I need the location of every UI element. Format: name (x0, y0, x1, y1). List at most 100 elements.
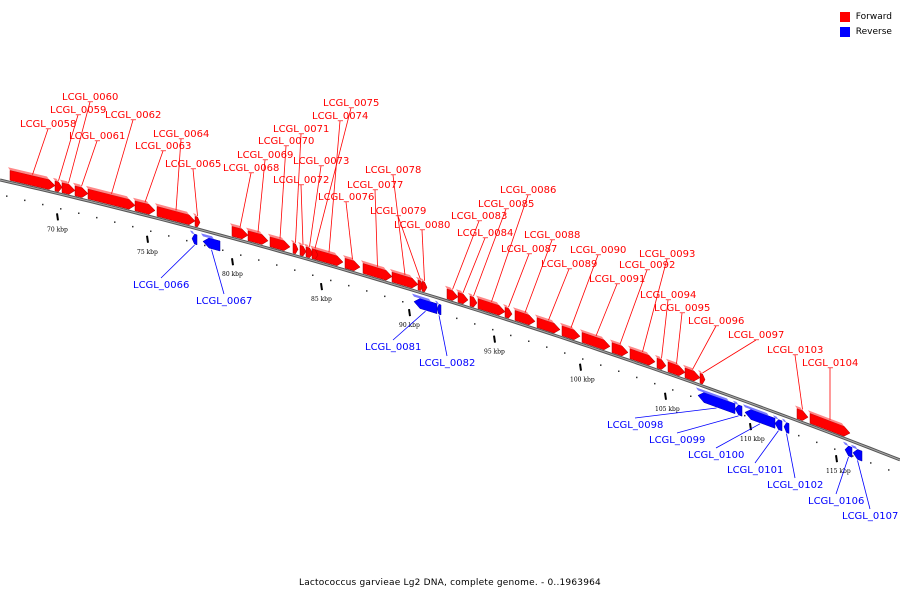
gene-arrow-lcgl_0068 (231, 225, 249, 240)
gene-arrow-lcgl_0100 (744, 409, 776, 429)
gene-leader-line (279, 145, 287, 239)
minor-tick (834, 448, 836, 450)
major-tick (56, 213, 59, 221)
gene-label: LCGL_0090 (570, 245, 626, 256)
gene-arrow-lcgl_0077 (362, 262, 393, 281)
gene-arrow-lcgl_0082 (436, 303, 442, 316)
gene-label: LCGL_0065 (165, 159, 221, 170)
minor-tick (402, 301, 404, 303)
gene-leader-line (570, 254, 599, 328)
gene-arrow-lcgl_0106 (844, 445, 853, 458)
gene-leader-line (835, 456, 849, 495)
gene-leader-line (508, 253, 530, 308)
gene-leader-line (473, 208, 507, 297)
minor-tick (582, 358, 584, 360)
minor-tick (276, 264, 278, 266)
gene-label: LCGL_0098 (607, 420, 663, 431)
gene-leader-line (548, 268, 570, 321)
gene-top-face (73, 182, 82, 188)
gene-top-face (456, 289, 463, 294)
gene-arrow-lcgl_0067 (202, 237, 221, 252)
gene-label: LCGL_0073 (293, 156, 349, 167)
major-tick (835, 455, 838, 463)
gene-label: LCGL_0104 (802, 358, 858, 369)
gene-top-face (445, 285, 453, 291)
gene-arrow-lcgl_0099 (734, 404, 743, 417)
gene-leader-line (452, 220, 480, 290)
minor-tick (816, 441, 818, 444)
gene-label: LCGL_0072 (273, 175, 329, 186)
gene-arrow-lcgl_0103 (796, 408, 809, 421)
gene-leader-line (239, 172, 252, 228)
reverse-swatch (839, 26, 850, 37)
minor-tick (654, 382, 656, 385)
gene-top-face (313, 246, 337, 256)
gene-arrow-lcgl_0097 (699, 372, 706, 385)
gene-top-face (201, 233, 214, 240)
gene-top-face (696, 387, 729, 402)
gene-top-face (666, 358, 679, 366)
gene-arrow-lcgl_0084 (457, 291, 469, 305)
gene-arrow-lcgl_0107 (852, 449, 863, 462)
minor-tick (852, 455, 854, 457)
minor-tick (474, 323, 476, 325)
gene-top-face (610, 339, 622, 346)
gene-leader-line (397, 215, 421, 280)
gene-arrow-lcgl_0098 (697, 392, 736, 415)
tick-label: 105 kbp (655, 406, 680, 413)
minor-tick (222, 249, 224, 251)
minor-tick (546, 346, 548, 348)
gene-leader-line (68, 101, 91, 184)
minor-tick (204, 244, 206, 247)
gene-arrow-lcgl_0081 (413, 298, 438, 315)
gene-top-face (190, 230, 195, 235)
gene-label: LCGL_0068 (223, 163, 279, 174)
gene-top-face (535, 314, 554, 324)
gene-top-face (246, 227, 262, 235)
gene-leader-line (421, 229, 425, 281)
gene-label: LCGL_0075 (323, 98, 379, 109)
gene-top-face (390, 269, 412, 278)
gene-top-face (60, 179, 69, 185)
gene-top-face (291, 240, 296, 244)
minor-tick (510, 334, 512, 337)
major-tick (231, 258, 234, 266)
gene-label: LCGL_0061 (69, 131, 125, 142)
gene-arrow-lcgl_0059 (54, 180, 63, 193)
minor-tick (114, 221, 116, 223)
gene-top-face (683, 364, 694, 371)
gene-arrow-lcgl_0090 (561, 325, 581, 340)
gene-leader-line (314, 107, 352, 249)
minor-tick (78, 212, 80, 214)
gene-arrow-lcgl_0104 (809, 412, 851, 437)
gene-arrow-lcgl_0072 (299, 244, 307, 257)
minor-tick (600, 364, 602, 366)
gene-top-face (412, 293, 431, 302)
minor-tick (330, 279, 332, 282)
gene-label: LCGL_0078 (365, 165, 421, 176)
gene-top-face (743, 404, 769, 417)
minor-tick (672, 389, 674, 391)
gene-label: LCGL_0099 (649, 435, 705, 446)
gene-label: LCGL_0095 (654, 303, 710, 314)
gene-top-face (416, 276, 421, 281)
gene-arrow-lcgl_0083 (446, 288, 459, 301)
gene-leader-line (857, 460, 871, 510)
gene-leader-line (295, 133, 302, 243)
minor-tick (492, 328, 494, 331)
gene-label: LCGL_0083 (451, 211, 507, 222)
gene-label: LCGL_0088 (524, 230, 580, 241)
gene-leader-line (642, 258, 668, 353)
gene-label: LCGL_0089 (541, 259, 597, 270)
gene-top-face (655, 355, 662, 360)
gene-label: LCGL_0071 (273, 124, 329, 135)
gene-arrow-lcgl_0058 (9, 169, 56, 190)
gene-top-face (298, 242, 303, 246)
gene-label: LCGL_0097 (728, 330, 784, 341)
gene-leader-line (676, 415, 739, 434)
gene-label: LCGL_0086 (500, 185, 556, 196)
gene-top-face (698, 370, 703, 374)
gene-top-face (361, 260, 386, 271)
tick-label: 115 kbp (826, 468, 851, 475)
gene-label: LCGL_0093 (639, 249, 695, 260)
